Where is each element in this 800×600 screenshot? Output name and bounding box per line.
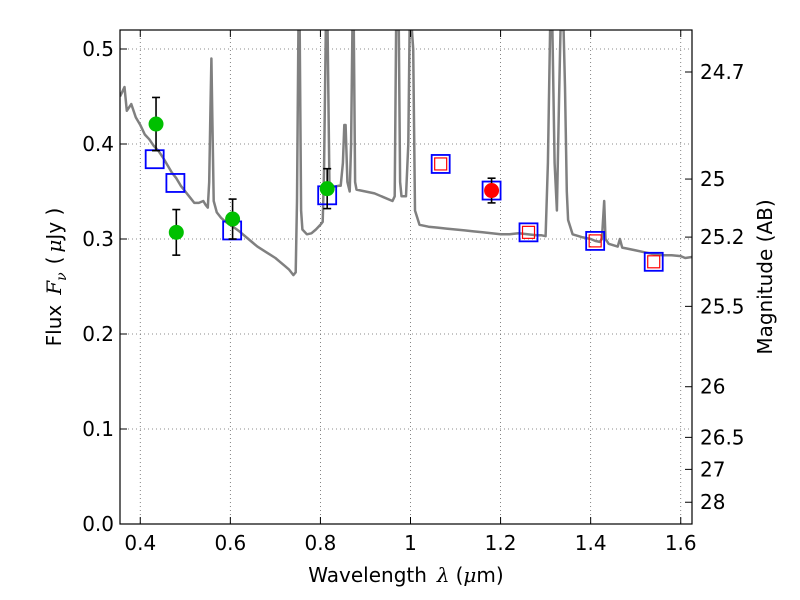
- y-tick-label: 0.0: [82, 512, 114, 536]
- mag-tick-label: 26.5: [700, 425, 745, 449]
- mag-tick-label: 27: [700, 457, 725, 481]
- model-photometry-square: [585, 230, 606, 251]
- model-photometry-square: [518, 222, 539, 243]
- y-tick-label: 0.1: [82, 417, 114, 441]
- y-tick-label: 0.2: [82, 322, 114, 346]
- optical-detection-point: [225, 211, 241, 227]
- mag-tick-label: 26: [700, 375, 725, 399]
- mag-tick-label: 25.2: [700, 225, 745, 249]
- x-tick-label: 1: [404, 531, 417, 555]
- mag-tick-label: 25: [700, 167, 725, 191]
- nir-detection-point: [484, 183, 500, 199]
- x-axis-label: Wavelength λ (μm): [308, 563, 503, 587]
- upper-limit-square: [647, 255, 661, 269]
- x-tick-label: 1.6: [665, 531, 697, 555]
- y2-axis-label: Magnitude (AB): [753, 199, 777, 354]
- upper-limit-square: [588, 234, 602, 248]
- mag-tick-label: 28: [700, 490, 725, 514]
- model-photometry-square: [643, 251, 664, 272]
- upper-limit-square: [521, 225, 536, 239]
- x-tick-label: 0.6: [214, 531, 246, 555]
- y-tick-label: 0.3: [82, 227, 114, 251]
- plot-area: [120, 30, 692, 277]
- mag-tick-label: 25.5: [700, 294, 745, 318]
- y-tick-label: 0.5: [82, 37, 114, 61]
- y-axis-label: FluxFν(μJy ): [42, 208, 70, 347]
- x-tick-label: 0.4: [124, 531, 156, 555]
- x-tick-label: 1.4: [575, 531, 607, 555]
- optical-detection-point: [168, 224, 184, 240]
- upper-limit-square: [434, 157, 448, 171]
- mag-tick-label: 24.7: [700, 60, 745, 84]
- model-photometry-square: [430, 154, 451, 174]
- x-tick-label: 0.8: [305, 531, 337, 555]
- sed-model-line: [120, 30, 692, 277]
- plot-frame: [119, 29, 693, 525]
- optical-detection-point: [148, 116, 164, 132]
- optical-detection-point: [319, 181, 335, 197]
- axis-ticks: 0.4 0.6 0.8 1 1.2 1.4 1.6 0.0 0.1 0.2 0.3 0.4 0.5 24.…: [82, 30, 745, 555]
- model-photometry-square: [165, 173, 186, 193]
- x-tick-label: 1.2: [485, 531, 517, 555]
- y-tick-label: 0.4: [82, 132, 114, 156]
